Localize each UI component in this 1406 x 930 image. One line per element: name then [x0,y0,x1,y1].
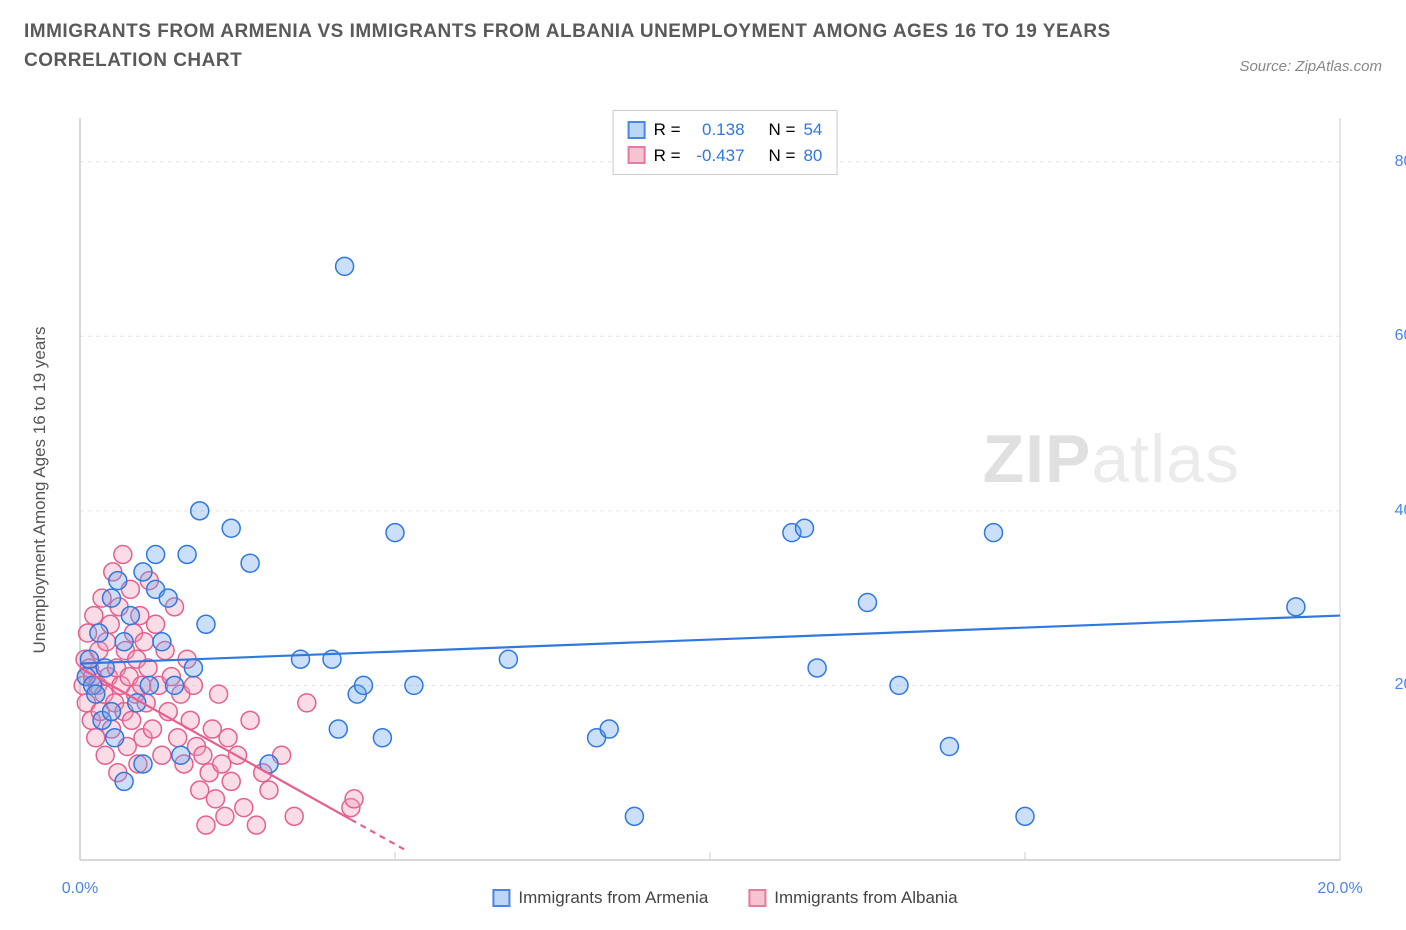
n-value: 80 [803,143,822,169]
r-value: -0.437 [689,143,745,169]
swatch-armenia [628,121,646,139]
r-value: 0.138 [689,117,745,143]
swatch-armenia [492,889,510,907]
y-tick-label: 20.0% [1395,676,1406,694]
y-tick-label: 60.0% [1395,327,1406,345]
legend-label: Immigrants from Albania [774,888,957,908]
legend-item-armenia: Immigrants from Armenia [492,888,708,908]
legend-label: Immigrants from Armenia [518,888,708,908]
r-label: R = [654,143,681,169]
x-tick-label: 20.0% [1317,880,1362,898]
r-label: R = [654,117,681,143]
n-label: N = [769,143,796,169]
y-tick-label: 80.0% [1395,153,1406,171]
legend-item-albania: Immigrants from Albania [748,888,957,908]
x-tick-label: 0.0% [62,880,98,898]
swatch-albania [748,889,766,907]
chart-area: Unemployment Among Ages 16 to 19 years R… [70,110,1380,870]
correlation-legend: R = 0.138 N = 54 R = -0.437 N = 80 [613,110,838,175]
y-axis-label: Unemployment Among Ages 16 to 19 years [30,327,50,654]
scatter-plot [70,110,1380,870]
series-legend: Immigrants from Armenia Immigrants from … [492,888,957,908]
legend-row-albania: R = -0.437 N = 80 [628,143,823,169]
header: IMMIGRANTS FROM ARMENIA VS IMMIGRANTS FR… [0,0,1406,81]
chart-title: IMMIGRANTS FROM ARMENIA VS IMMIGRANTS FR… [24,18,1124,75]
swatch-albania [628,146,646,164]
n-value: 54 [803,117,822,143]
y-tick-label: 40.0% [1395,502,1406,520]
source-label: Source: ZipAtlas.com [1239,58,1382,75]
legend-row-armenia: R = 0.138 N = 54 [628,117,823,143]
n-label: N = [769,117,796,143]
